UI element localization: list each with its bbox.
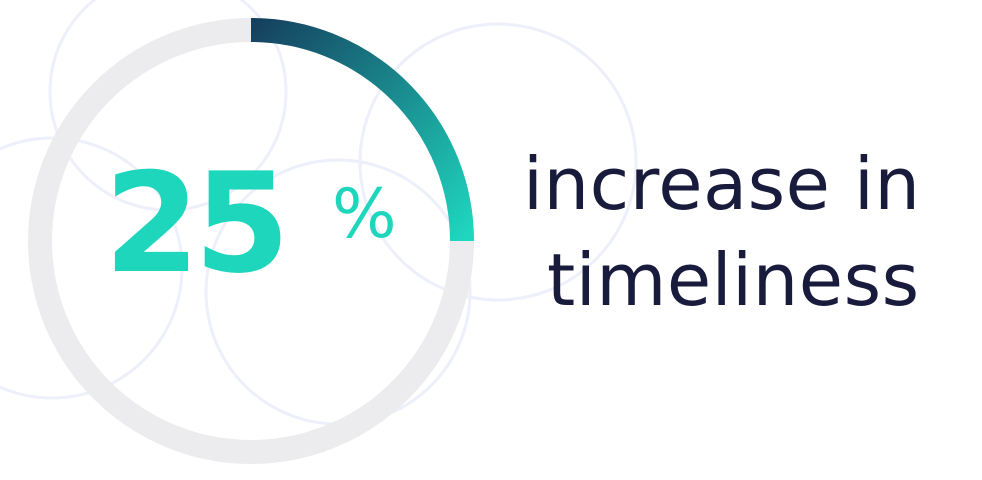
decor-circle-4 bbox=[0, 136, 184, 400]
stat-percent-sign: % bbox=[332, 175, 397, 254]
stat-caption: increase in timeliness bbox=[523, 136, 978, 328]
caption-line-2: timeliness bbox=[547, 238, 920, 322]
caption-line-1: increase in bbox=[523, 142, 921, 226]
progress-ring-arc bbox=[250, 18, 474, 242]
stat-number: 25 bbox=[104, 143, 290, 304]
